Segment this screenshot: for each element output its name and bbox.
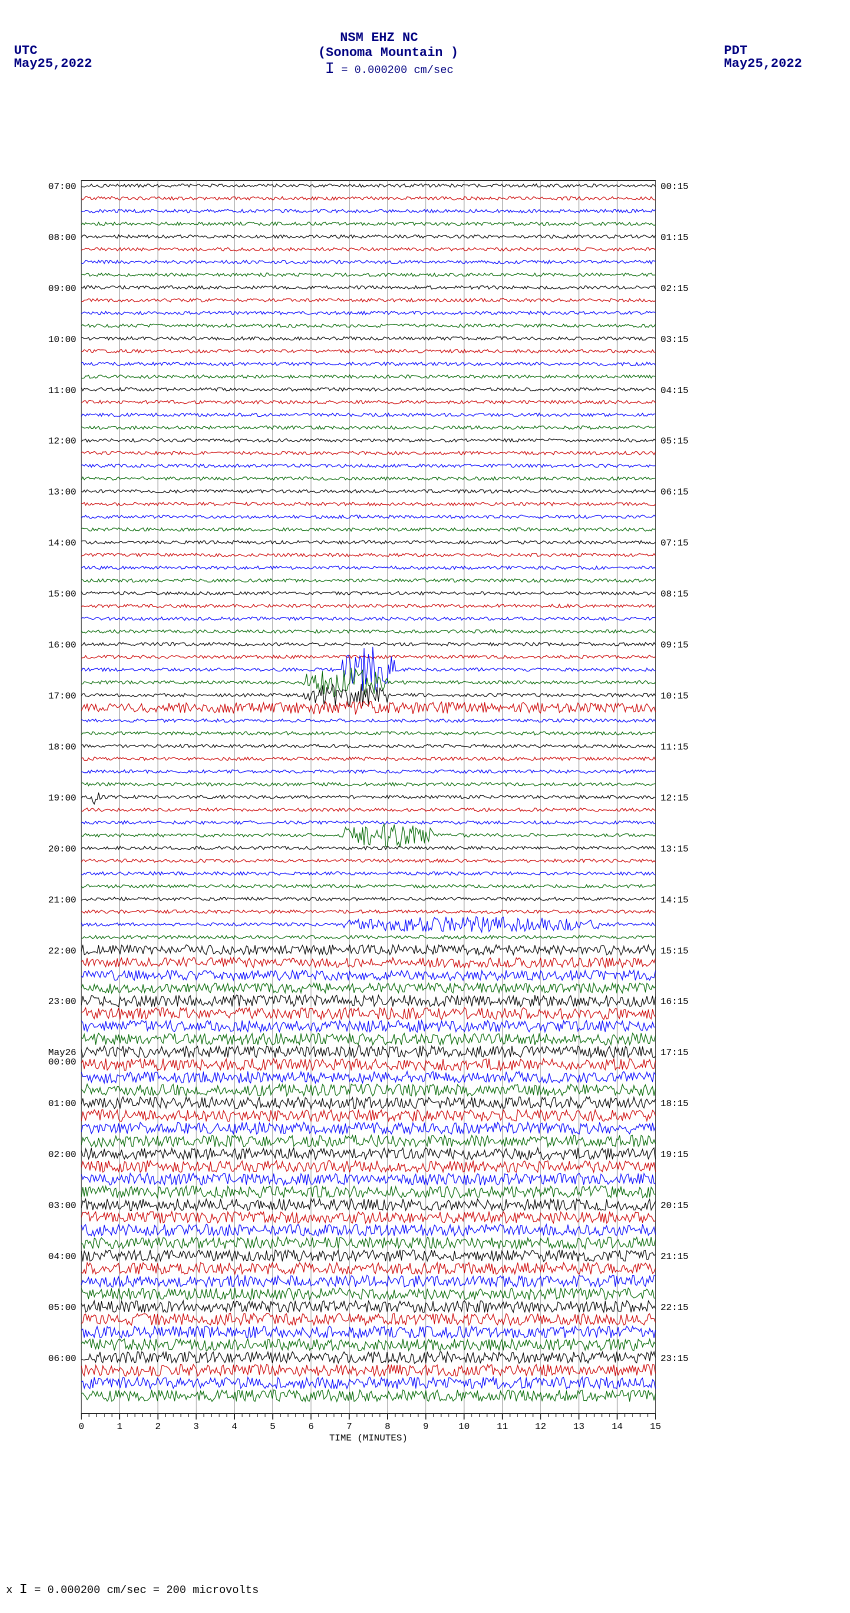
svg-text:16:00: 16:00 — [48, 640, 76, 651]
svg-text:02:00: 02:00 — [48, 1149, 76, 1160]
svg-text:11: 11 — [497, 1421, 509, 1432]
svg-text:07:15: 07:15 — [661, 538, 689, 549]
svg-text:13:00: 13:00 — [48, 487, 76, 498]
seismogram-plot: 0123456789101112131415TIME (MINUTES)07:0… — [44, 88, 720, 1540]
svg-text:09:15: 09:15 — [661, 640, 689, 651]
svg-text:17:15: 17:15 — [661, 1047, 689, 1058]
svg-text:14: 14 — [612, 1421, 624, 1432]
svg-text:03:15: 03:15 — [661, 334, 689, 345]
svg-text:11:00: 11:00 — [48, 385, 76, 396]
svg-text:14:00: 14:00 — [48, 538, 76, 549]
svg-text:0: 0 — [79, 1421, 85, 1432]
svg-text:10:00: 10:00 — [48, 334, 76, 345]
svg-text:15:00: 15:00 — [48, 589, 76, 600]
scale-indicator: I = 0.000200 cm/sec — [325, 60, 453, 78]
svg-text:00:00: 00:00 — [48, 1057, 76, 1068]
svg-text:1: 1 — [117, 1421, 123, 1432]
left-date: May25,2022 — [14, 56, 92, 71]
footer-scale: x I = 0.000200 cm/sec = 200 microvolts — [6, 1582, 259, 1598]
svg-text:15:15: 15:15 — [661, 945, 689, 956]
svg-text:10:15: 10:15 — [661, 691, 689, 702]
svg-text:11:15: 11:15 — [661, 741, 689, 752]
svg-text:20:15: 20:15 — [661, 1200, 689, 1211]
svg-text:5: 5 — [270, 1421, 276, 1432]
svg-text:2: 2 — [155, 1421, 161, 1432]
svg-text:04:15: 04:15 — [661, 385, 689, 396]
svg-text:12:00: 12:00 — [48, 436, 76, 447]
station-code: NSM EHZ NC — [340, 30, 418, 45]
svg-text:01:15: 01:15 — [661, 232, 689, 243]
svg-text:21:00: 21:00 — [48, 894, 76, 905]
svg-text:12:15: 12:15 — [661, 792, 689, 803]
svg-text:16:15: 16:15 — [661, 996, 689, 1007]
svg-text:06:00: 06:00 — [48, 1353, 76, 1364]
svg-text:09:00: 09:00 — [48, 283, 76, 294]
svg-text:05:15: 05:15 — [661, 436, 689, 447]
svg-text:8: 8 — [385, 1421, 391, 1432]
svg-text:06:15: 06:15 — [661, 487, 689, 498]
svg-text:TIME (MINUTES): TIME (MINUTES) — [329, 1433, 407, 1444]
svg-text:05:00: 05:00 — [48, 1302, 76, 1313]
svg-text:18:15: 18:15 — [661, 1098, 689, 1109]
svg-text:13: 13 — [573, 1421, 584, 1432]
right-date: May25,2022 — [724, 56, 802, 71]
svg-text:14:15: 14:15 — [661, 894, 689, 905]
svg-text:13:15: 13:15 — [661, 843, 689, 854]
svg-text:20:00: 20:00 — [48, 843, 76, 854]
svg-text:19:00: 19:00 — [48, 792, 76, 803]
svg-text:01:00: 01:00 — [48, 1098, 76, 1109]
svg-text:10: 10 — [458, 1421, 470, 1432]
svg-text:22:15: 22:15 — [661, 1302, 689, 1313]
svg-text:17:00: 17:00 — [48, 691, 76, 702]
svg-text:23:15: 23:15 — [661, 1353, 689, 1364]
svg-text:23:00: 23:00 — [48, 996, 76, 1007]
svg-text:08:15: 08:15 — [661, 589, 689, 600]
svg-text:12: 12 — [535, 1421, 546, 1432]
svg-text:7: 7 — [346, 1421, 352, 1432]
svg-text:15: 15 — [650, 1421, 661, 1432]
svg-text:22:00: 22:00 — [48, 945, 76, 956]
svg-text:07:00: 07:00 — [48, 181, 76, 192]
svg-text:08:00: 08:00 — [48, 232, 76, 243]
svg-text:00:15: 00:15 — [661, 181, 689, 192]
svg-text:3: 3 — [193, 1421, 199, 1432]
seismogram-container: NSM EHZ NC (Sonoma Mountain ) I = 0.0002… — [0, 0, 850, 1613]
svg-text:02:15: 02:15 — [661, 283, 689, 294]
svg-text:19:15: 19:15 — [661, 1149, 689, 1160]
svg-text:03:00: 03:00 — [48, 1200, 76, 1211]
svg-text:4: 4 — [232, 1421, 238, 1432]
svg-text:18:00: 18:00 — [48, 741, 76, 752]
svg-text:21:15: 21:15 — [661, 1251, 689, 1262]
svg-text:04:00: 04:00 — [48, 1251, 76, 1262]
svg-text:6: 6 — [308, 1421, 314, 1432]
svg-text:9: 9 — [423, 1421, 429, 1432]
station-name: (Sonoma Mountain ) — [318, 45, 458, 60]
